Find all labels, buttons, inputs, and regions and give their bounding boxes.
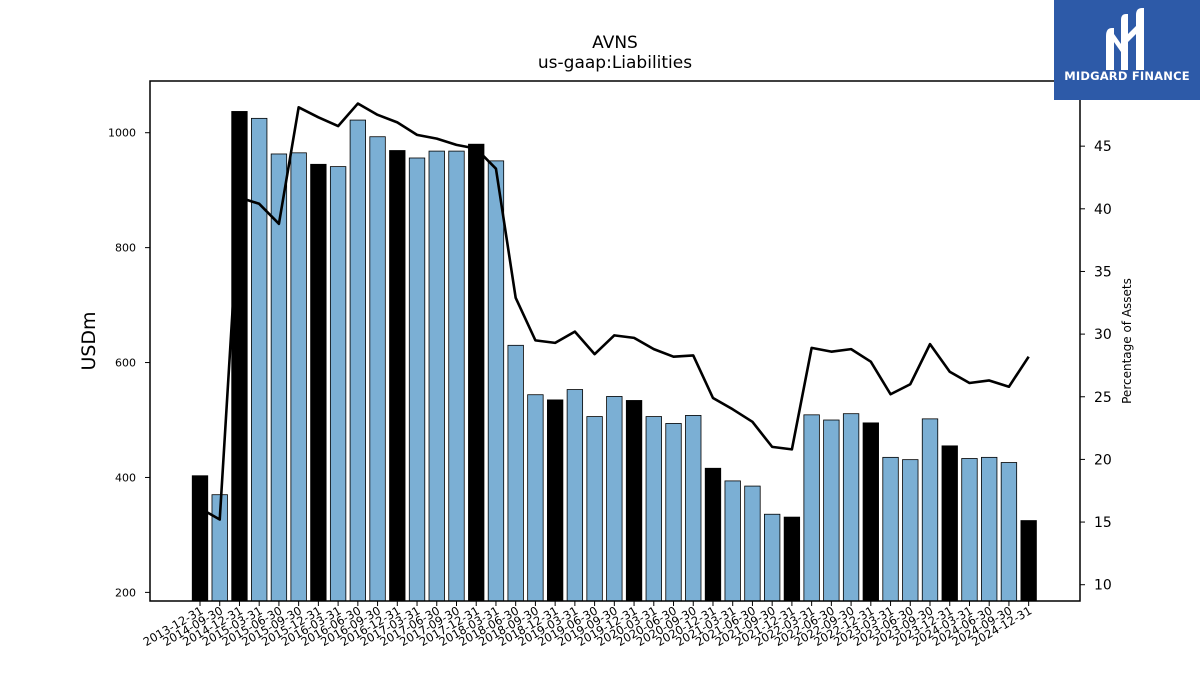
right-axis: 10 15 20 25 30 35 40 45 — [1080, 139, 1112, 594]
percentage-line — [199, 102, 1030, 521]
bar — [566, 389, 584, 602]
bar — [1000, 462, 1018, 602]
bar — [606, 396, 623, 602]
plot-frame — [149, 80, 1081, 602]
brand-mark-icon — [1106, 8, 1144, 70]
bar — [625, 400, 643, 602]
bar — [842, 413, 860, 602]
bar — [764, 513, 781, 602]
bar — [961, 458, 978, 602]
chart-subtitle: us-gaap:Liabilities — [538, 53, 692, 73]
bar — [349, 119, 366, 602]
bar — [862, 422, 879, 602]
left-axis: 200 400 600 800 1000 — [108, 127, 150, 599]
y-tick-label: 400 — [115, 471, 136, 484]
bar — [665, 423, 682, 602]
bar — [290, 152, 307, 602]
y2-tick-label: 25 — [1094, 390, 1112, 406]
bar — [981, 456, 998, 602]
y2-tick-label: 35 — [1094, 264, 1112, 280]
y2-tick-label: 40 — [1094, 202, 1112, 218]
bar — [507, 344, 524, 602]
bar — [902, 459, 919, 602]
bar — [803, 414, 820, 602]
bar — [389, 150, 406, 602]
brand-name: MIDGARD FINANCE — [1064, 69, 1190, 83]
bar — [882, 456, 899, 602]
x-axis: 2013-12-312014-09-302014-12-312015-03-31… — [141, 601, 1034, 649]
y2-axis-label: Percentage of Assets — [1120, 278, 1134, 404]
y-tick-label: 200 — [115, 586, 136, 599]
bar — [704, 467, 722, 602]
bar — [251, 117, 268, 602]
bar — [645, 416, 662, 602]
y-axis-label: USDm — [78, 311, 100, 370]
y-tick-label: 600 — [115, 357, 136, 370]
y2-tick-label: 10 — [1094, 578, 1112, 594]
bar — [310, 163, 327, 602]
brand-logo: MIDGARD FINANCE — [1054, 0, 1200, 100]
y-tick-label: 1000 — [108, 127, 136, 140]
bar — [527, 394, 544, 602]
bar — [468, 143, 485, 602]
bar — [191, 475, 209, 602]
bar — [586, 416, 603, 602]
bar — [487, 160, 505, 602]
line-series — [199, 102, 1030, 521]
bar — [428, 150, 445, 602]
bar — [744, 485, 761, 602]
bar — [546, 399, 564, 602]
bar — [448, 150, 465, 602]
bar — [369, 136, 386, 602]
bar — [408, 157, 426, 602]
bar — [685, 415, 702, 602]
bar — [1020, 520, 1037, 602]
bar — [329, 166, 347, 602]
bar — [921, 418, 939, 602]
y2-tick-label: 30 — [1094, 327, 1112, 343]
bar — [231, 111, 248, 602]
y-tick-label: 800 — [115, 242, 136, 255]
y2-tick-label: 15 — [1094, 515, 1112, 531]
bar — [823, 419, 840, 602]
y2-tick-label: 45 — [1094, 139, 1112, 155]
bar-series — [191, 111, 1037, 602]
y2-tick-label: 20 — [1094, 452, 1112, 468]
chart-title: AVNS — [592, 33, 638, 53]
bar — [941, 445, 958, 602]
bar — [783, 516, 801, 602]
bar — [724, 480, 741, 602]
